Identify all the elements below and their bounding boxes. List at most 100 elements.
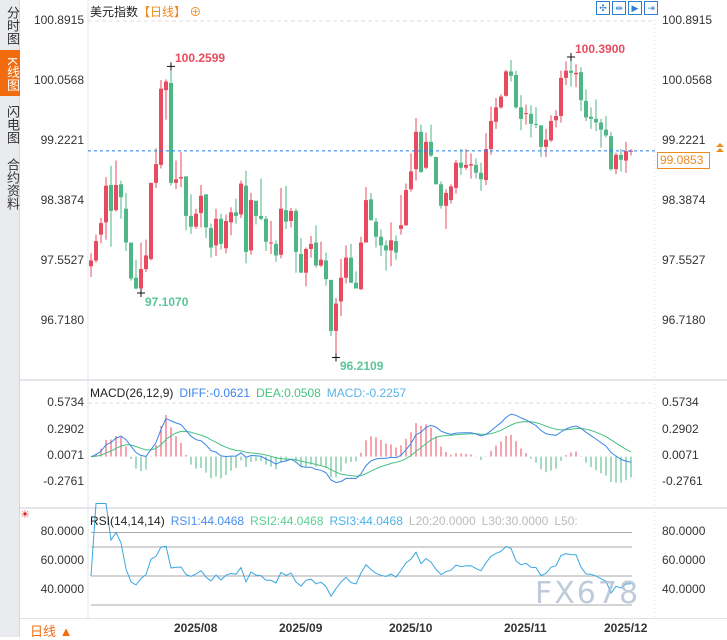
candle-body (374, 221, 378, 237)
instrument-name: 美元指数 (90, 5, 139, 19)
period-selector[interactable]: 日线 ▲ (30, 624, 73, 639)
candle-body (169, 82, 173, 183)
candle-body (494, 107, 498, 122)
price-alert-arrow-icon[interactable] (715, 143, 725, 153)
candle-body (489, 121, 493, 150)
rsi-tick-right: 60.0000 (662, 552, 706, 567)
price-tick-right: 100.0568 (662, 72, 713, 87)
candle-body (354, 282, 358, 289)
macd-label: MACD(26,12,9) (90, 386, 174, 400)
candle-body (199, 195, 203, 214)
tab-time-share[interactable]: 分时图 (5, 6, 20, 45)
candle-body (449, 186, 453, 201)
candle-body (579, 72, 583, 101)
jump-end-icon[interactable]: ⇥ (644, 1, 658, 15)
candle-body (124, 208, 128, 243)
price-tick-left: 99.2221 (40, 132, 84, 147)
watermark-logo: FX678 (535, 576, 641, 611)
date-label: 2025/09 (279, 621, 323, 635)
circle-plus-icon[interactable]: ⊕ (189, 5, 202, 19)
candle-body (324, 260, 328, 280)
candle-body (94, 241, 98, 261)
candle-body (259, 215, 263, 219)
candle-body (184, 176, 188, 216)
rsi-line (90, 503, 632, 598)
candle-body (329, 279, 333, 331)
extreme-marker-icon (332, 353, 340, 362)
crosshair-icon[interactable]: ✣ (596, 1, 610, 15)
candle-body (499, 96, 503, 108)
candle-body (314, 242, 318, 266)
candle-body (564, 70, 568, 78)
macd-dea: DEA:0.0508 (256, 386, 321, 400)
candle-body (109, 184, 113, 211)
macd-legend: MACD(26,12,9) DIFF:-0.0621 DEA:0.0508 MACD:… (90, 386, 412, 400)
macd-tick-left: 0.5734 (47, 395, 84, 410)
tab-contract-info[interactable]: 合约资料 (5, 157, 20, 210)
candle-body (149, 182, 153, 260)
candle-body (104, 185, 108, 223)
macd-diff: DIFF:-0.0621 (179, 386, 251, 400)
extreme-price-label: 100.3900 (575, 42, 626, 57)
macd-tick-right: -0.2761 (662, 474, 703, 489)
candle-body (339, 277, 343, 302)
price-tick-left: 100.0568 (33, 72, 84, 87)
zoom-range-icon[interactable]: ⇹ (612, 1, 626, 15)
candle-body (139, 269, 143, 289)
extreme-marker-icon (567, 53, 575, 62)
price-tick-right: 98.3874 (662, 192, 706, 207)
candle-body (114, 184, 118, 211)
date-label: 2025/08 (174, 621, 218, 635)
settings-sun-icon[interactable]: ☀ (20, 509, 30, 521)
price-tick-right: 100.8915 (662, 13, 713, 27)
extreme-price-label: 96.2109 (340, 359, 384, 374)
tab-flash[interactable]: 闪电图 (5, 105, 20, 144)
tab-kline[interactable]: K线图 (0, 50, 20, 96)
play-step-icon[interactable]: ▶ (628, 1, 642, 15)
chart-toolbar: ✣ ⇹ ▶ ⇥ (596, 1, 658, 15)
extreme-price-label: 97.1070 (145, 295, 189, 310)
candle-body (504, 71, 508, 96)
candle-body (269, 242, 273, 244)
candle-body (599, 122, 603, 130)
candle-body (444, 192, 448, 206)
candle-body (319, 259, 323, 266)
date-axis (20, 618, 727, 637)
candle-body (464, 164, 468, 168)
date-label: 2025/12 (604, 621, 648, 635)
candle-body (334, 303, 338, 331)
candle-body (229, 212, 233, 223)
timeframe-label[interactable]: 【日线】 (138, 5, 187, 19)
macd-tick-left: 0.0071 (47, 448, 84, 462)
candle-body (619, 154, 623, 160)
rsi3-value: RSI3:44.0468 (329, 514, 403, 528)
candle-body (514, 75, 518, 108)
rsi-legend: RSI(14,14,14) RSI1:44.0468 RSI2:44.0468 RSI… (90, 514, 584, 528)
candle-body (294, 210, 298, 252)
macd-tick-left: 0.2902 (47, 421, 84, 436)
candle-body (614, 154, 618, 170)
candle-body (279, 208, 283, 255)
candle-body (554, 115, 558, 121)
candle-body (469, 164, 473, 166)
candle-body (264, 218, 268, 242)
rsi1-value: RSI1:44.0468 (170, 514, 245, 528)
candle-body (214, 218, 218, 246)
candle-body (359, 242, 363, 290)
candle-body (99, 223, 103, 235)
candle-body (399, 225, 403, 229)
candle-body (254, 200, 258, 216)
candle-body (454, 162, 458, 188)
candle-body (344, 257, 348, 278)
price-tick-right: 99.2221 (662, 132, 706, 147)
candle-body (284, 210, 288, 222)
candle-body (274, 243, 278, 256)
rsi-label: RSI(14,14,14) (90, 514, 165, 528)
rsi-tick-left: 80.0000 (40, 523, 84, 538)
candle-body (569, 70, 573, 73)
dea-line (90, 421, 632, 477)
candle-body (394, 241, 398, 253)
macd-tick-right: 0.0071 (662, 448, 699, 462)
candle-body (239, 183, 243, 215)
